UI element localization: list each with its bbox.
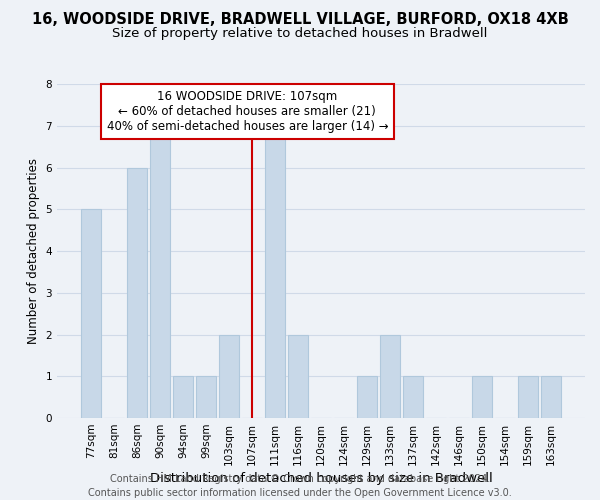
Y-axis label: Number of detached properties: Number of detached properties xyxy=(27,158,40,344)
Bar xyxy=(380,334,400,418)
Text: Size of property relative to detached houses in Bradwell: Size of property relative to detached ho… xyxy=(112,28,488,40)
Bar xyxy=(219,334,239,418)
Bar xyxy=(472,376,492,418)
Text: Contains HM Land Registry data © Crown copyright and database right 2024.
Contai: Contains HM Land Registry data © Crown c… xyxy=(88,474,512,498)
Bar xyxy=(357,376,377,418)
Bar xyxy=(518,376,538,418)
Bar xyxy=(81,210,101,418)
Bar xyxy=(150,126,170,418)
Text: 16 WOODSIDE DRIVE: 107sqm
← 60% of detached houses are smaller (21)
40% of semi-: 16 WOODSIDE DRIVE: 107sqm ← 60% of detac… xyxy=(107,90,388,134)
Bar xyxy=(541,376,561,418)
X-axis label: Distribution of detached houses by size in Bradwell: Distribution of detached houses by size … xyxy=(149,472,493,485)
Text: 16, WOODSIDE DRIVE, BRADWELL VILLAGE, BURFORD, OX18 4XB: 16, WOODSIDE DRIVE, BRADWELL VILLAGE, BU… xyxy=(32,12,568,28)
Bar xyxy=(265,126,285,418)
Bar xyxy=(403,376,423,418)
Bar xyxy=(127,168,146,418)
Bar xyxy=(173,376,193,418)
Bar xyxy=(288,334,308,418)
Bar xyxy=(196,376,216,418)
